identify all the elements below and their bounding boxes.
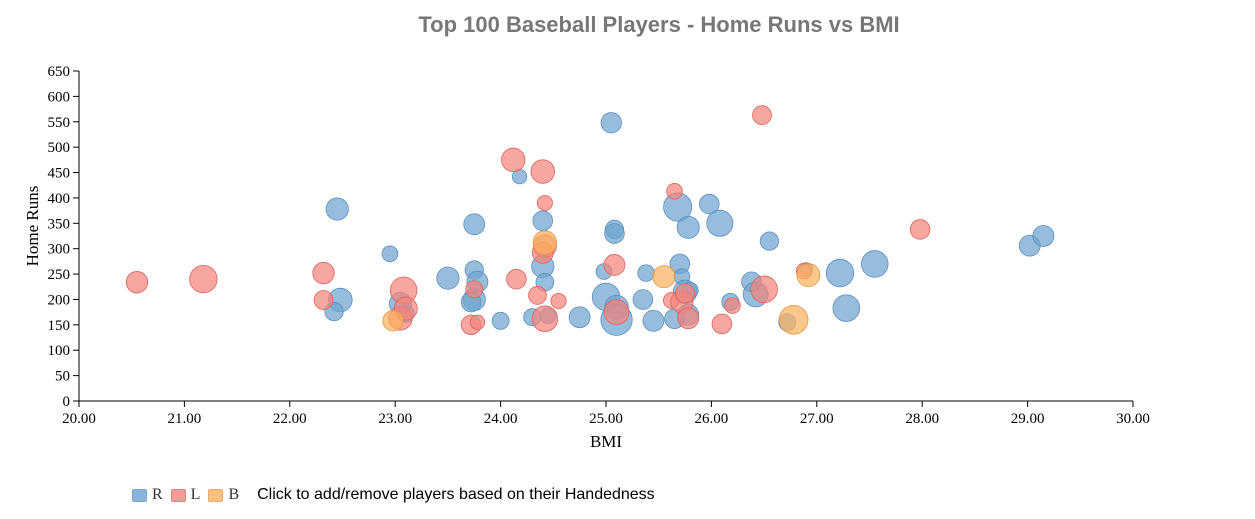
bubble-r xyxy=(532,210,554,232)
y-tick-label: 0 xyxy=(63,394,71,410)
y-tick-label: 450 xyxy=(48,166,71,182)
x-tick-label: 25.00 xyxy=(589,411,623,427)
legend-swatch xyxy=(208,488,224,502)
bubble-r xyxy=(642,309,665,332)
bubble-l xyxy=(465,280,484,299)
bubble-l xyxy=(752,105,772,126)
bubble-r xyxy=(325,197,349,221)
x-tick-label: 29.00 xyxy=(1011,411,1045,427)
bubble-l xyxy=(501,147,526,173)
x-tick-label: 21.00 xyxy=(168,411,202,427)
legend-label: B xyxy=(228,486,240,503)
y-tick-label: 500 xyxy=(48,140,71,156)
bubble-l xyxy=(125,271,149,294)
y-tick-label: 350 xyxy=(48,216,71,232)
y-tick-label: 100 xyxy=(48,343,71,359)
legend: R L B Click to add/remove players based on… xyxy=(132,485,655,505)
bubble-l xyxy=(536,194,553,212)
bubble-l xyxy=(530,159,555,184)
bubble-r xyxy=(463,213,486,236)
bubble-r xyxy=(600,112,622,134)
bubble-r xyxy=(699,193,720,215)
bubble-r xyxy=(637,264,655,282)
x-tick-label: 24.00 xyxy=(484,411,518,427)
bubble-b xyxy=(532,230,558,255)
y-tick-label: 400 xyxy=(48,191,71,207)
legend-item-b[interactable]: B xyxy=(208,486,239,504)
bubble-b xyxy=(796,263,821,288)
bubble-r xyxy=(604,223,625,244)
bubble-l xyxy=(603,299,630,326)
legend-swatch xyxy=(132,488,147,502)
y-tick-label: 600 xyxy=(48,89,71,105)
bubble-r xyxy=(568,306,591,329)
bubble-l xyxy=(677,307,700,330)
y-tick-label: 650 xyxy=(48,64,71,80)
x-tick-label: 28.00 xyxy=(905,411,939,427)
bubble-l xyxy=(603,254,626,276)
legend-item-l[interactable]: L xyxy=(170,486,201,504)
bubble-l xyxy=(909,219,931,240)
legend-item-r[interactable]: R xyxy=(132,486,163,504)
legend-label: R xyxy=(152,486,163,503)
x-tick-label: 23.00 xyxy=(378,411,412,427)
y-tick-label: 150 xyxy=(48,318,71,334)
bubble-r xyxy=(832,294,861,322)
bubble-r xyxy=(676,215,700,239)
bubble-r xyxy=(436,266,460,290)
chart-title: Top 100 Baseball Players - Home Runs vs … xyxy=(418,12,900,37)
bubble-l xyxy=(711,313,733,335)
bubble-r xyxy=(706,209,734,237)
bubble-b xyxy=(778,304,809,335)
bubble-l xyxy=(189,265,218,294)
bubble-b xyxy=(382,310,404,332)
y-tick-label: 250 xyxy=(48,267,71,283)
bubble-r xyxy=(491,311,510,330)
bubble-b xyxy=(652,265,676,289)
legend-label: L xyxy=(190,486,201,503)
legend-hint: Click to add/remove players based on the… xyxy=(257,486,655,503)
y-tick-label: 50 xyxy=(55,369,70,385)
bubble-l xyxy=(750,275,778,304)
legend-swatch xyxy=(170,488,186,502)
y-tick-label: 300 xyxy=(48,242,71,258)
y-tick-label: 550 xyxy=(48,115,71,131)
bubble-l xyxy=(313,290,334,310)
bubble-r xyxy=(825,258,855,288)
bubble-l xyxy=(724,297,741,314)
x-tick-label: 27.00 xyxy=(800,411,834,427)
bubble-r xyxy=(381,245,399,263)
y-tick-label: 200 xyxy=(48,292,71,308)
bubble-l xyxy=(469,314,486,330)
x-tick-label: 22.00 xyxy=(273,411,307,427)
bubble-r xyxy=(861,250,889,278)
x-tick-label: 30.00 xyxy=(1116,411,1150,427)
bubble-l xyxy=(666,183,683,200)
bubble-l xyxy=(312,261,335,285)
bubble-l xyxy=(528,286,547,305)
bubble-l xyxy=(506,268,527,290)
x-tick-label: 20.00 xyxy=(62,411,96,427)
y-axis-label: Home Runs xyxy=(23,186,42,267)
bubble-l xyxy=(531,305,559,332)
bubble-l xyxy=(550,292,567,310)
bubble-r xyxy=(1032,225,1055,247)
x-tick-label: 26.00 xyxy=(695,411,729,427)
x-axis-label: BMI xyxy=(590,432,622,451)
bubble-r xyxy=(632,289,654,310)
bubble-l xyxy=(675,283,695,304)
bubble-r xyxy=(759,231,779,251)
